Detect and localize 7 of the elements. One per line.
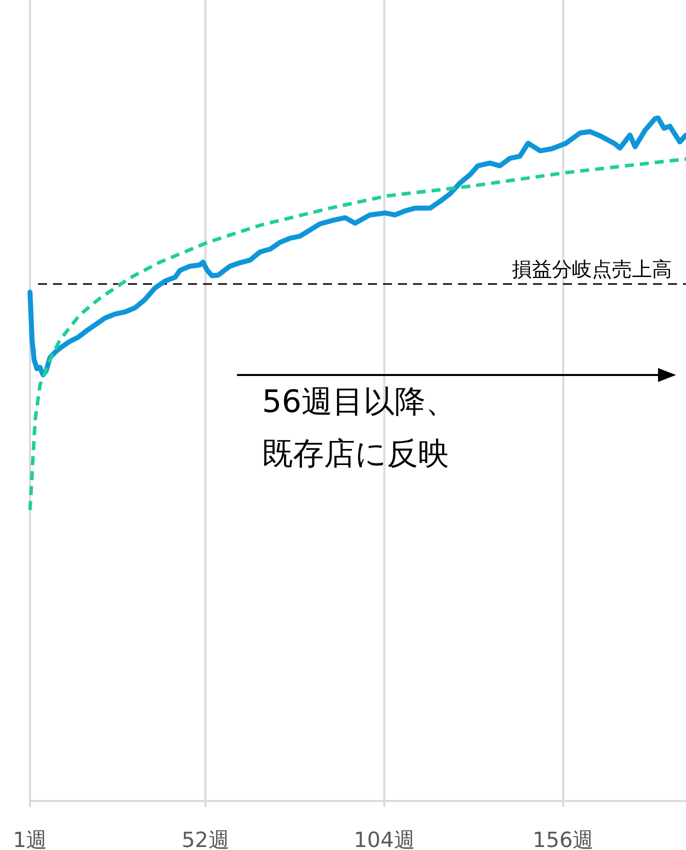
ref-line-label: 損益分岐点売上高 xyxy=(512,256,672,281)
annotation: 既存店に反映 xyxy=(262,436,449,472)
x-tick-label: 52週 xyxy=(182,828,230,850)
x-tick-label: 104週 xyxy=(354,828,415,850)
x-tick-label: 1週 xyxy=(12,828,48,850)
annotation: 56週目以降、 xyxy=(262,384,456,420)
x-tick-label: 156週 xyxy=(532,828,594,850)
